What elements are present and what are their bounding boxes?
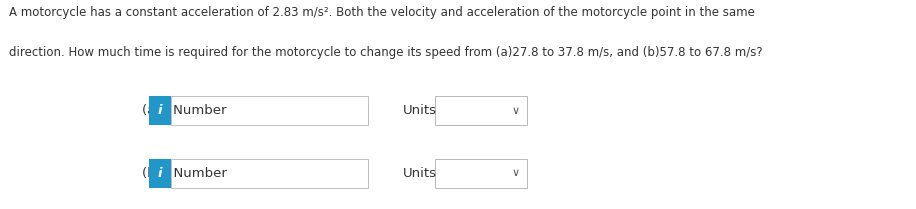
Text: ∨: ∨ <box>512 106 519 116</box>
FancyBboxPatch shape <box>149 96 171 125</box>
Text: direction. How much time is required for the motorcycle to change its speed from: direction. How much time is required for… <box>9 46 763 59</box>
FancyBboxPatch shape <box>149 159 171 188</box>
Text: Units: Units <box>403 167 437 180</box>
FancyBboxPatch shape <box>435 159 527 188</box>
FancyBboxPatch shape <box>171 159 368 188</box>
FancyBboxPatch shape <box>435 96 527 125</box>
Text: i: i <box>158 104 162 117</box>
Text: Units: Units <box>403 104 437 117</box>
Text: i: i <box>158 167 162 180</box>
Text: (b)   Number: (b) Number <box>142 167 227 180</box>
Text: (a)   Number: (a) Number <box>142 104 226 117</box>
FancyBboxPatch shape <box>171 96 368 125</box>
Text: A motorcycle has a constant acceleration of 2.83 m/s². Both the velocity and acc: A motorcycle has a constant acceleration… <box>9 6 755 19</box>
Text: ∨: ∨ <box>512 168 519 178</box>
